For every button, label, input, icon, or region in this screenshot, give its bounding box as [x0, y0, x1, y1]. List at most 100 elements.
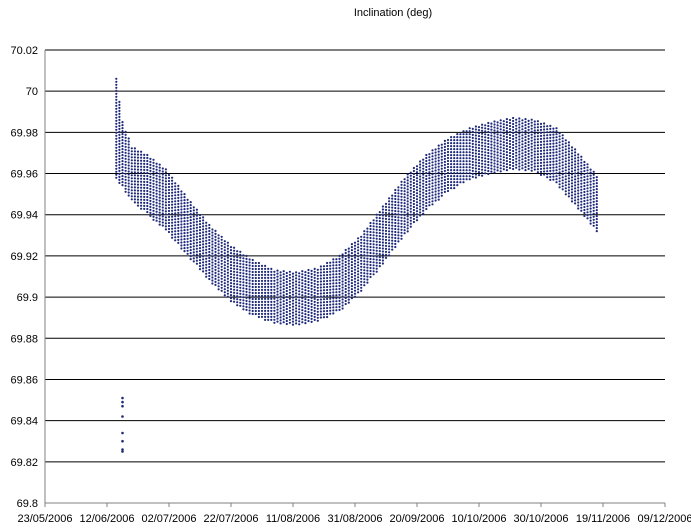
- data-point: [211, 243, 214, 246]
- data-point: [415, 189, 419, 192]
- data-point: [124, 160, 127, 163]
- data-point: [394, 233, 397, 237]
- data-point: [118, 151, 121, 154]
- data-point: [502, 138, 505, 141]
- data-point: [564, 145, 567, 148]
- data-point: [202, 255, 205, 258]
- data-point: [518, 159, 521, 162]
- y-tick-label: 69.82: [10, 457, 38, 469]
- data-point: [180, 226, 183, 229]
- data-point: [490, 128, 493, 131]
- data-point: [400, 207, 403, 210]
- data-point: [357, 237, 360, 240]
- data-point: [561, 188, 564, 191]
- data-point: [570, 146, 574, 149]
- data-point: [394, 191, 397, 195]
- data-point: [124, 151, 127, 154]
- data-point: [558, 147, 561, 150]
- data-point: [307, 292, 310, 296]
- data-point: [226, 283, 229, 286]
- y-tick-label: 70.02: [10, 45, 38, 57]
- data-point: [164, 207, 167, 210]
- data-point: [468, 157, 471, 160]
- data-point: [267, 312, 270, 315]
- data-point: [276, 311, 279, 314]
- data-point: [434, 160, 437, 163]
- data-point: [577, 195, 580, 198]
- data-point: [217, 249, 220, 252]
- data-point: [521, 164, 524, 167]
- data-point: [347, 247, 350, 250]
- data-point: [226, 280, 229, 283]
- data-point: [133, 183, 136, 186]
- data-point: [214, 247, 217, 250]
- data-point: [152, 200, 155, 203]
- data-point: [409, 195, 412, 198]
- data-point: [276, 299, 279, 302]
- data-point: [400, 201, 403, 204]
- data-point: [223, 249, 226, 252]
- data-point: [248, 267, 251, 270]
- data-point: [425, 159, 428, 163]
- data-point: [462, 136, 465, 139]
- data-point: [580, 203, 583, 206]
- data-point: [443, 169, 446, 172]
- data-point: [313, 294, 316, 297]
- data-point: [270, 273, 273, 276]
- data-point: [158, 172, 161, 175]
- data-point: [167, 197, 171, 201]
- data-point: [564, 172, 567, 175]
- data-point: [539, 143, 543, 146]
- data-point: [251, 297, 254, 301]
- data-point: [257, 306, 260, 310]
- data-point: [527, 134, 530, 137]
- data-point: [353, 262, 357, 265]
- data-point: [254, 282, 257, 286]
- data-point: [400, 216, 403, 219]
- data-point: [508, 151, 512, 155]
- data-point: [353, 244, 357, 247]
- data-point: [586, 187, 589, 190]
- data-point: [381, 241, 384, 244]
- data-point: [409, 189, 412, 192]
- data-point: [332, 258, 335, 261]
- data-point: [167, 185, 171, 189]
- data-point: [462, 172, 465, 175]
- data-point: [397, 210, 400, 213]
- data-point: [264, 273, 267, 276]
- data-point: [220, 280, 223, 283]
- data-point: [533, 135, 536, 138]
- data-point: [552, 127, 555, 130]
- data-point: [183, 193, 186, 196]
- data-point: [366, 281, 369, 284]
- data-point: [425, 198, 428, 202]
- data-point: [279, 307, 282, 310]
- data-point: [217, 285, 220, 288]
- data-point: [335, 285, 338, 288]
- data-point: [161, 224, 164, 227]
- data-point: [391, 239, 394, 242]
- data-point: [443, 160, 446, 163]
- data-point: [208, 235, 211, 239]
- data-point: [214, 235, 217, 238]
- data-point: [118, 106, 121, 109]
- data-point: [496, 154, 499, 157]
- data-point: [229, 273, 233, 276]
- data-point: [223, 261, 226, 264]
- data-point: [394, 215, 397, 219]
- data-point: [428, 153, 431, 156]
- data-point: [329, 264, 332, 267]
- data-point: [136, 201, 140, 204]
- data-point: [248, 312, 251, 315]
- data-point: [226, 295, 229, 298]
- data-point: [251, 303, 254, 307]
- data-point: [375, 231, 378, 234]
- data-point: [403, 223, 406, 226]
- data-point: [229, 279, 233, 282]
- data-point: [360, 268, 363, 271]
- data-point: [570, 149, 574, 152]
- data-point: [484, 139, 487, 142]
- data-point: [378, 256, 381, 259]
- data-point: [592, 170, 595, 173]
- data-point: [233, 258, 236, 261]
